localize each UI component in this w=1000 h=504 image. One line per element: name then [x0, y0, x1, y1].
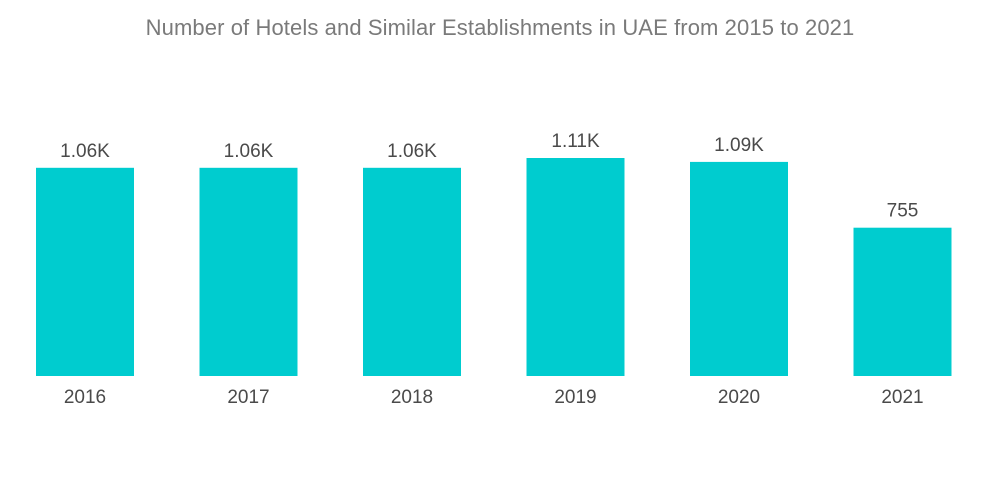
x-axis-ticks: 2016 2017 2018 2019 2020 2021	[64, 387, 924, 408]
data-label-2019: 1.11K	[551, 131, 600, 152]
chart-title: Number of Hotels and Similar Establishme…	[145, 15, 855, 40]
data-labels-group: 1.06K 1.06K 1.06K 1.11K 1.09K 755	[60, 131, 918, 222]
data-label-2017: 1.06K	[224, 141, 274, 162]
bar-2017	[199, 167, 298, 376]
bars-group	[36, 158, 952, 376]
bar-2018	[363, 167, 461, 376]
x-tick-2021: 2021	[881, 387, 923, 408]
x-tick-2017: 2017	[227, 387, 269, 408]
data-label-2020: 1.09K	[714, 135, 764, 156]
bar-2021	[853, 227, 952, 376]
x-tick-2020: 2020	[718, 387, 760, 408]
bar-2019	[526, 158, 625, 376]
x-tick-2018: 2018	[391, 387, 433, 408]
x-tick-2016: 2016	[64, 387, 106, 408]
bar-2020	[690, 161, 788, 376]
x-tick-2019: 2019	[554, 387, 596, 408]
bar-2016	[36, 167, 134, 376]
data-label-2021: 755	[887, 201, 919, 222]
data-label-2018: 1.06K	[387, 141, 437, 162]
data-label-2016: 1.06K	[60, 141, 110, 162]
